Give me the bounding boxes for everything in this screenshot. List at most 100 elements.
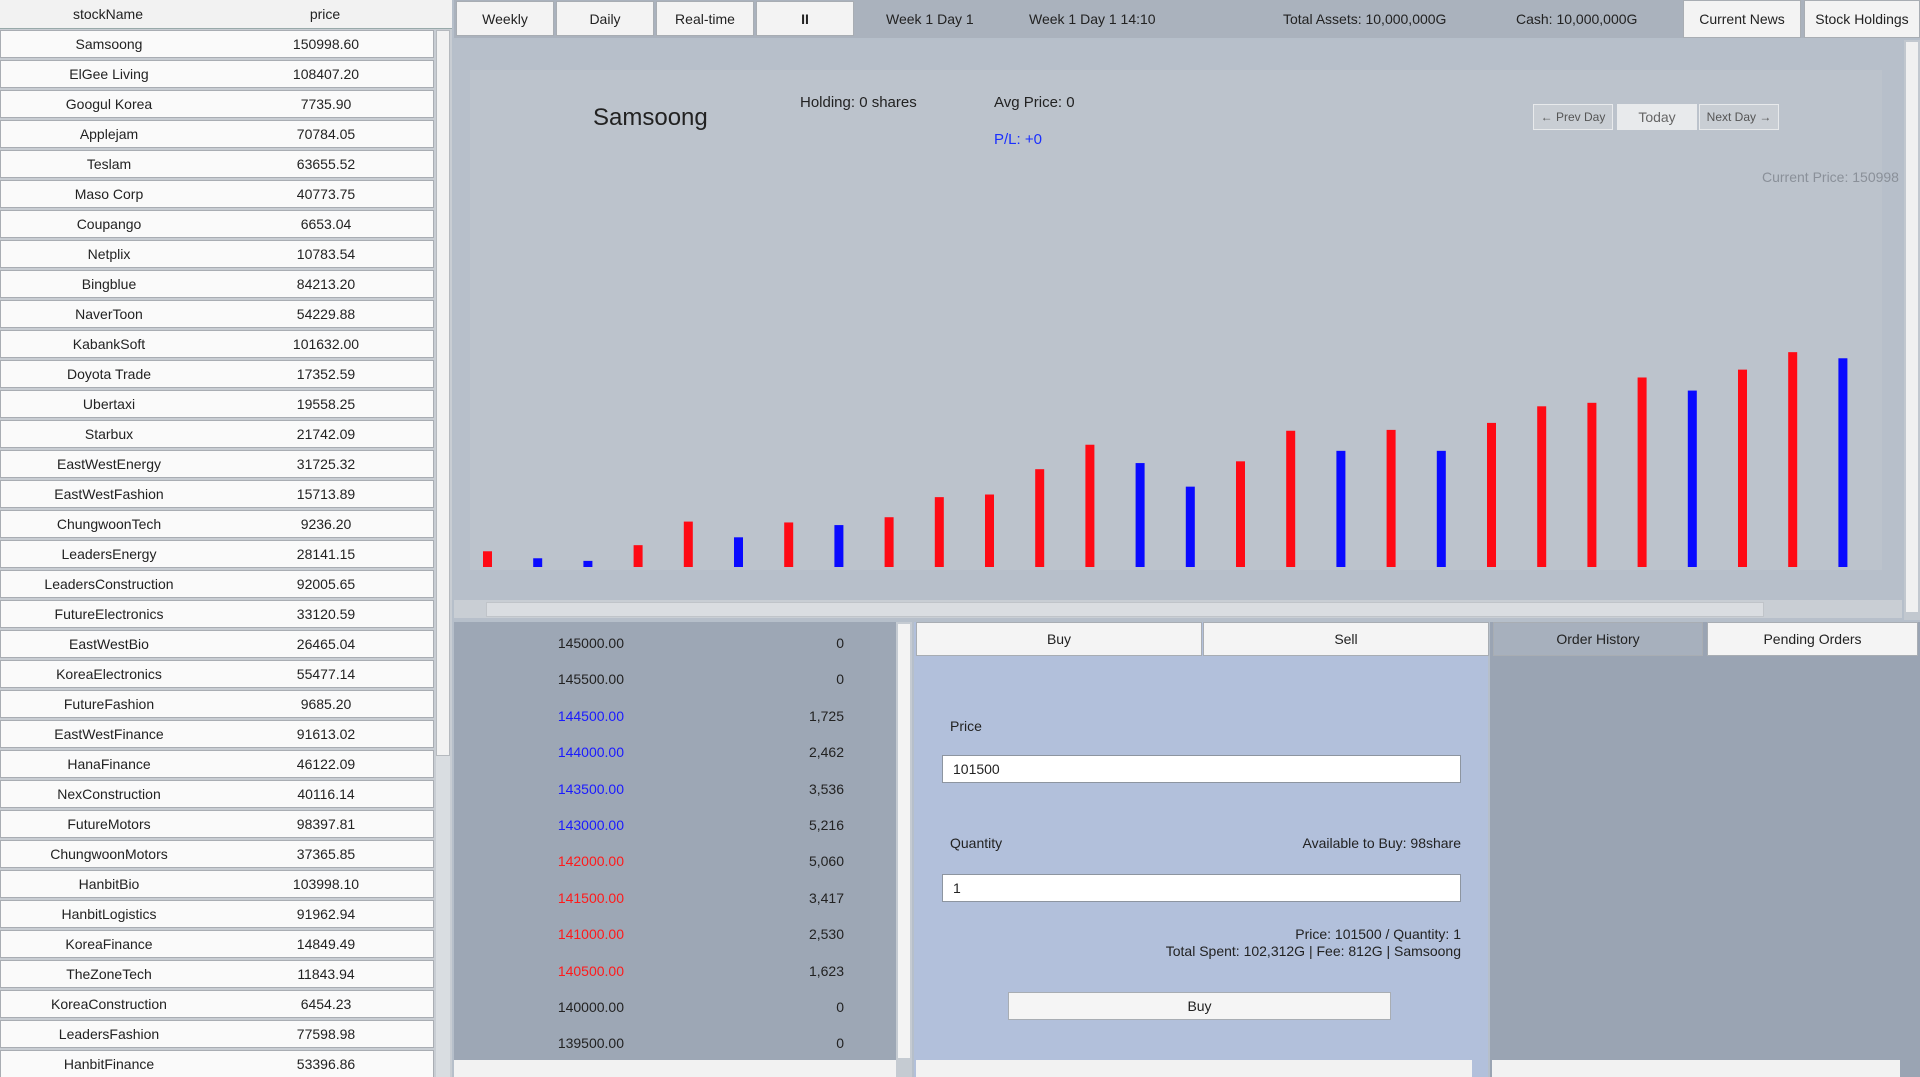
order-book-price[interactable]: 143500.00 [557,780,624,797]
stock-row[interactable]: NaverToon 54229.88 [0,300,434,328]
stock-row[interactable]: Applejam 70784.05 [0,120,434,148]
next-day-button[interactable]: Next Day → [1699,104,1779,130]
selected-stock-title: Samsoong [593,104,708,131]
stock-row[interactable]: ElGee Living 108407.20 [0,60,434,88]
daily-button[interactable]: Daily [556,1,654,36]
price-label: Price [950,718,982,734]
order-history-tab[interactable]: Order History [1493,622,1703,656]
stock-row[interactable]: LeadersFashion 77598.98 [0,1020,434,1048]
weekly-button[interactable]: Weekly [456,1,554,36]
stock-row[interactable]: FutureFashion 9685.20 [0,690,434,718]
stock-row[interactable]: TheZoneTech 11843.94 [0,960,434,988]
stock-list-scrollbar-thumb[interactable] [436,30,450,756]
chart-bar [1286,430,1296,567]
chart-bar [483,551,492,567]
order-book-panel [454,622,896,1077]
order-book-price[interactable]: 145500.00 [557,671,624,688]
stock-row[interactable]: Coupango 6653.04 [0,210,434,238]
stock-row[interactable]: Bingblue 84213.20 [0,270,434,298]
chart-horizontal-scrollbar-thumb[interactable] [486,602,1764,617]
stock-row[interactable]: Ubertaxi 19558.25 [0,390,434,418]
stock-row[interactable]: EastWestBio 26465.04 [0,630,434,658]
realtime-button[interactable]: Real-time [656,1,754,36]
stock-row-name: FutureFashion [63,696,155,712]
chart-vertical-scrollbar-thumb[interactable] [1906,42,1918,612]
stock-row-price: 91613.02 [296,726,356,742]
stock-holdings-button[interactable]: Stock Holdings [1804,0,1920,38]
stock-row-price: 54229.88 [296,306,356,322]
stock-row[interactable]: HanbitFinance 53396.86 [0,1050,434,1077]
stock-row[interactable]: ChungwoonTech 9236.20 [0,510,434,538]
stock-row-name: Starbux [84,426,134,442]
chart-bar [1436,450,1446,567]
stock-row-name: HanbitBio [78,876,140,892]
quantity-input[interactable] [942,874,1461,902]
current-news-button[interactable]: Current News [1683,0,1801,38]
stock-row[interactable]: Netplix 10783.54 [0,240,434,268]
stock-row[interactable]: HanbitBio 103998.10 [0,870,434,898]
order-book-price[interactable]: 139500.00 [557,1035,624,1052]
chart-bar [884,517,894,567]
buy-tab[interactable]: Buy [916,622,1202,656]
order-book-price[interactable]: 140000.00 [557,999,624,1015]
stock-row[interactable]: HanaFinance 46122.09 [0,750,434,778]
stock-row-price: 40116.14 [297,786,355,802]
stock-row[interactable]: LeadersEnergy 28141.15 [0,540,434,568]
stock-row[interactable]: NexConstruction 40116.14 [0,780,434,808]
stock-row[interactable]: FutureElectronics 33120.59 [0,600,434,628]
stock-row[interactable]: EastWestFashion 15713.89 [0,480,434,508]
stock-row[interactable]: ChungwoonMotors 37365.85 [0,840,434,868]
pause-button[interactable]: II [756,1,854,36]
order-book-price[interactable]: 142000.00 [557,853,624,870]
order-book-scrollbar-thumb[interactable] [898,624,910,1058]
order-book-price[interactable]: 144500.00 [557,707,624,724]
stock-row[interactable]: Starbux 21742.09 [0,420,434,448]
buy-submit-button[interactable]: Buy [1008,992,1391,1020]
chart-bar [1687,390,1697,567]
order-book-price[interactable]: 141000.00 [557,926,624,943]
stock-row[interactable]: LeadersConstruction 92005.65 [0,570,434,598]
prev-day-button[interactable]: ← Prev Day [1533,104,1613,130]
order-book-quantity: 2,530 [808,926,844,943]
stock-row[interactable]: EastWestEnergy 31725.32 [0,450,434,478]
order-book-price[interactable]: 144000.00 [557,744,624,761]
order-summary-line2: Total Spent: 102,312G | Fee: 812G | Sams… [1165,943,1461,959]
stock-row[interactable]: Maso Corp 40773.75 [0,180,434,208]
trade-panel-scrollbar[interactable] [916,1060,1472,1077]
stock-row[interactable]: FutureMotors 98397.81 [0,810,434,838]
order-book-horizontal-scrollbar[interactable] [454,1060,896,1077]
price-input[interactable] [942,755,1461,783]
stock-row[interactable]: KoreaConstruction 6454.23 [0,990,434,1018]
stock-row[interactable]: HanbitLogistics 91962.94 [0,900,434,928]
stock-row[interactable]: Samsoong 150998.60 [0,30,434,58]
stock-row-name: Samsoong [75,36,143,52]
stock-row[interactable]: Doyota Trade 17352.59 [0,360,434,388]
stock-row[interactable]: Teslam 63655.52 [0,150,434,178]
chart-bar [834,525,844,567]
pending-orders-tab[interactable]: Pending Orders [1707,622,1918,656]
stock-row[interactable]: Googul Korea 7735.90 [0,90,434,118]
stock-row[interactable]: KabankSoft 101632.00 [0,330,434,358]
order-book-price[interactable]: 145000.00 [557,635,624,651]
stock-row[interactable]: KoreaElectronics 55477.14 [0,660,434,688]
stock-list-header: stockName price [0,0,452,29]
order-book-price[interactable]: 141500.00 [557,889,624,906]
order-book-price[interactable]: 140500.00 [557,962,624,979]
stock-row-price: 103998.10 [292,876,360,892]
stock-row-price: 63655.52 [296,156,356,172]
stock-rows: Samsoong 150998.60 ElGee Living 108407.20 Go… [0,30,436,1077]
stock-row[interactable]: KoreaFinance 14849.49 [0,930,434,958]
stock-row-price: 37365.85 [296,846,356,862]
stock-row-price: 14849.49 [296,936,356,952]
sell-tab[interactable]: Sell [1203,622,1489,656]
current-price-label: Current Price: 150998 [1762,169,1899,185]
order-book-price[interactable]: 143000.00 [557,817,624,833]
order-history-scrollbar[interactable] [1492,1060,1900,1077]
total-assets-label: Total Assets: 10,000,000G [1283,11,1447,27]
stock-row[interactable]: EastWestFinance 91613.02 [0,720,434,748]
stock-row-name: NaverToon [75,306,143,322]
today-button[interactable]: Today [1617,104,1697,130]
stock-row-name: Teslam [86,156,132,172]
chart-bar [1386,429,1396,567]
stock-row-name: EastWestFinance [54,726,164,742]
